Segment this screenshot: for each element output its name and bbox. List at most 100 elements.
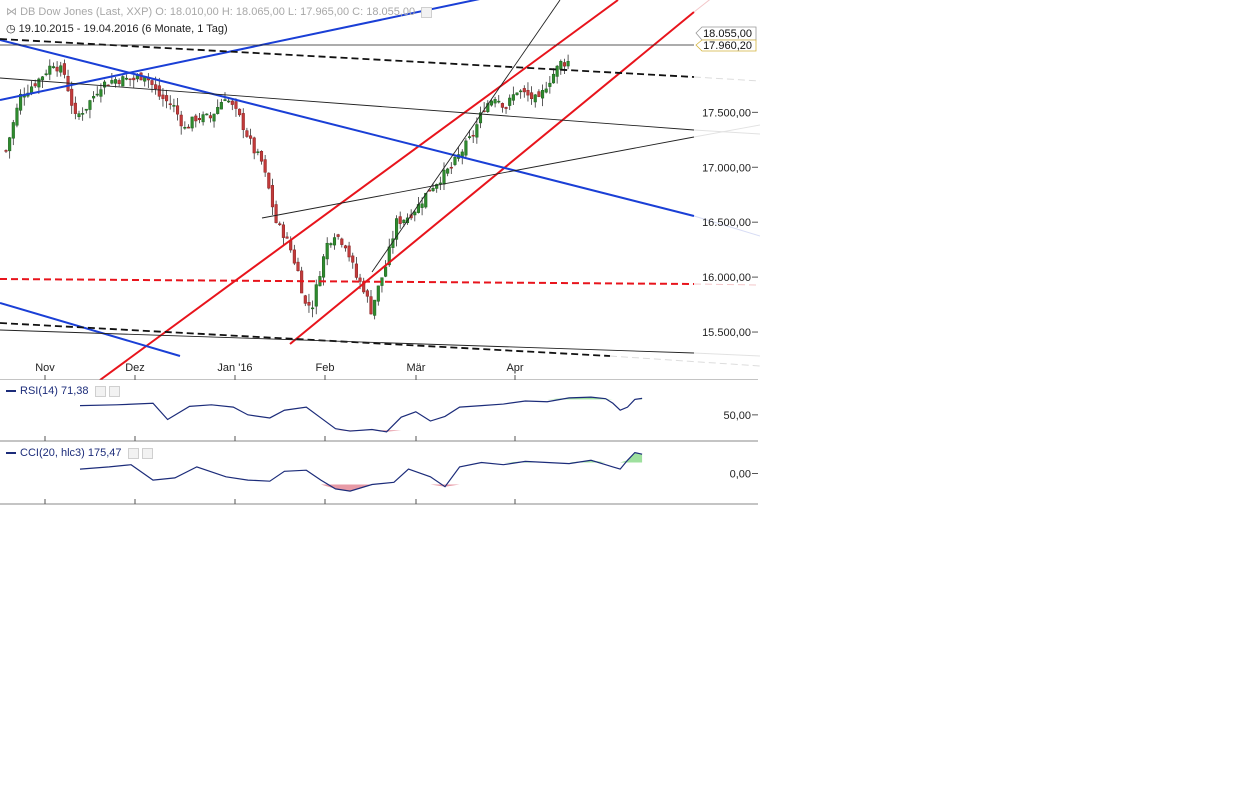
candle-up: [376, 285, 380, 302]
candle-down: [365, 290, 369, 297]
cci-swatch-icon: [6, 452, 16, 455]
candle-down: [161, 94, 165, 99]
candle-up: [402, 219, 406, 224]
candle-down: [292, 249, 296, 264]
black-thin-descending: [0, 77, 695, 131]
blue-upper-line: [0, 0, 480, 101]
candle-up: [322, 256, 326, 278]
candle-down: [500, 103, 504, 108]
cci-value: 175,47: [87, 447, 122, 459]
last-price-badge: [695, 26, 757, 41]
candle-up: [172, 105, 176, 107]
candle-down: [33, 83, 37, 87]
price-tick-label: 16.000,00: [702, 272, 751, 284]
candle-down: [281, 224, 285, 238]
candle-up: [559, 60, 563, 70]
candle-down: [70, 88, 74, 106]
rsi-content-line: [79, 396, 643, 433]
candle-down: [55, 66, 59, 72]
candle-up: [183, 127, 187, 129]
candle-up: [435, 184, 439, 189]
red-support-extension: [693, 283, 760, 286]
time-tick-label: Apr: [506, 362, 523, 374]
candle-down: [504, 107, 508, 109]
candle-up: [37, 78, 41, 88]
candle-down: [208, 115, 212, 119]
black-thin-desc-extension: [693, 129, 760, 135]
candle-down: [179, 114, 183, 127]
candle-up: [15, 107, 19, 126]
candle-down: [274, 204, 278, 223]
candle-up: [205, 113, 209, 116]
rsi-label: RSI(14) 71,38: [6, 385, 120, 397]
time-tick-label: Mär: [407, 362, 426, 374]
candle-down: [303, 295, 307, 304]
ohlc-low: L: 17.965,00: [287, 6, 350, 18]
time-tick-label: Nov: [35, 362, 55, 374]
candle-down: [358, 277, 362, 282]
candle-down: [336, 234, 340, 237]
candle-down: [259, 151, 264, 162]
candle-up: [51, 66, 56, 69]
cci-content-value-tick-label: 0,00: [730, 469, 751, 481]
price-chart[interactable]: 17.500,00 17.000,00 16.500,00 16.000,00 15.5…: [0, 0, 760, 380]
price-tick-label: 15.500,00: [702, 327, 751, 339]
candle-up: [77, 113, 81, 118]
candle-up: [486, 103, 490, 113]
candle-down: [267, 172, 271, 189]
cci-content-line: [79, 451, 643, 492]
candle-up: [223, 99, 227, 102]
red-channel-extension: [693, 0, 711, 13]
rsi-close-button[interactable]: [108, 385, 120, 397]
candle-down: [369, 296, 373, 315]
candle-up: [219, 102, 223, 110]
candle-down: [238, 108, 242, 116]
header-settings-button[interactable]: [421, 6, 433, 18]
candle-up: [110, 80, 114, 84]
candle-up: [453, 156, 457, 165]
price-tick-label: 16.500,00: [702, 217, 751, 229]
ohlc-open: O: 18.010,00: [155, 6, 219, 18]
candle-down: [285, 236, 289, 239]
rsi-settings-button[interactable]: [94, 385, 106, 397]
ohlc-high: H: 18.065,00: [221, 6, 285, 18]
candle-up: [216, 107, 220, 114]
candle-down: [351, 255, 355, 263]
chart-type-icon[interactable]: ⋈: [6, 6, 17, 18]
candle-down: [307, 302, 311, 306]
candle-up: [424, 192, 428, 208]
cci-settings-button[interactable]: [127, 447, 139, 459]
candle-down: [449, 166, 453, 169]
last-price-text: 18.055,00: [703, 28, 752, 40]
candle-down: [132, 77, 136, 81]
rsi-content: 50,00: [0, 396, 758, 442]
candle-down: [343, 245, 347, 249]
candle-up: [519, 90, 523, 93]
candle-up: [478, 112, 483, 124]
candle-up: [508, 97, 512, 106]
black-thin-lower: [0, 329, 695, 354]
candle-up: [256, 151, 260, 153]
candle-up: [420, 203, 424, 208]
rsi-pane[interactable]: 50,00: [0, 380, 760, 442]
candle-up: [311, 307, 315, 310]
prev-price-badge: [695, 39, 757, 52]
cci-pane[interactable]: 0,00: [0, 442, 760, 505]
candle-up: [384, 266, 388, 277]
time-tick-label: Jan '16: [217, 362, 252, 374]
candle-up: [95, 93, 99, 96]
cci-close-button[interactable]: [141, 447, 153, 459]
candle-down: [278, 223, 282, 225]
candle-up: [332, 237, 337, 246]
time-axis: Nov Dez Jan '16 Feb Mär Apr: [0, 362, 758, 380]
candle-up: [40, 76, 45, 81]
candle-up: [446, 168, 450, 174]
candle-up: [212, 113, 216, 122]
black-thin-lower-extension: [693, 352, 760, 357]
candle-down: [234, 101, 238, 109]
prev-price-text: 17.960,20: [703, 40, 752, 52]
candle-up: [30, 86, 34, 93]
candle-down: [252, 137, 256, 154]
candle-up: [81, 113, 85, 115]
red-support-dashed: [0, 278, 695, 285]
